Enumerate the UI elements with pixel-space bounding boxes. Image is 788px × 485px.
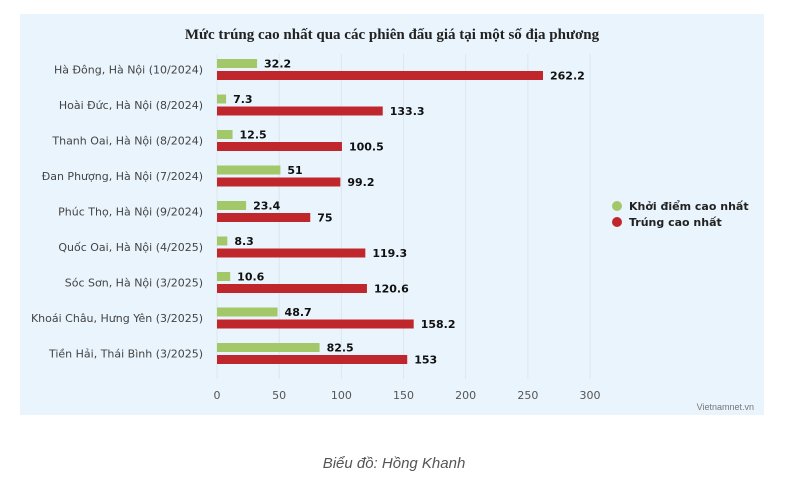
legend-swatch-khoi-diem bbox=[612, 201, 622, 211]
bar-chart: Mức trúng cao nhất qua các phiên đấu giá… bbox=[31, 27, 754, 412]
data-label: 51 bbox=[287, 164, 302, 177]
bar-khoi-diem[interactable] bbox=[217, 343, 320, 352]
bar-khoi-diem[interactable] bbox=[217, 307, 278, 317]
bar-trung[interactable] bbox=[217, 142, 342, 151]
category-label: Hà Đông, Hà Nội (10/2024) bbox=[54, 64, 203, 77]
bar-trung[interactable] bbox=[217, 284, 367, 293]
bar-trung[interactable] bbox=[217, 71, 544, 80]
bar-khoi-diem[interactable] bbox=[217, 130, 233, 139]
data-label: 32.2 bbox=[264, 58, 291, 71]
data-label: 75 bbox=[317, 212, 332, 225]
data-label: 158.2 bbox=[421, 318, 456, 331]
bar-trung[interactable] bbox=[217, 106, 383, 116]
data-label: 119.3 bbox=[372, 247, 407, 260]
data-label: 262.2 bbox=[550, 70, 585, 83]
legend-label-khoi-diem: Khởi điểm cao nhất bbox=[629, 200, 749, 213]
x-tick-label: 250 bbox=[517, 389, 538, 402]
bar-trung[interactable] bbox=[217, 355, 408, 364]
bar-trung[interactable] bbox=[217, 213, 311, 222]
data-labels: 32.2 262.2 7.3 133.3 12.5 100.5 51 99.2 23.4 75 8.… bbox=[233, 58, 585, 367]
credit-text: Vietnamnet.vn bbox=[697, 402, 754, 412]
x-tick-label: 100 bbox=[331, 389, 352, 402]
category-labels: Hà Đông, Hà Nội (10/2024) Hoài Đức, Hà Nộ… bbox=[31, 64, 203, 361]
data-label: 99.2 bbox=[347, 176, 374, 189]
bar-khoi-diem[interactable] bbox=[217, 236, 228, 246]
category-label: Quốc Oai, Hà Nội (4/2025) bbox=[58, 241, 203, 254]
legend-swatch-trung bbox=[612, 217, 622, 227]
data-label: 48.7 bbox=[285, 306, 312, 319]
bar-trung[interactable] bbox=[217, 248, 366, 258]
data-label: 133.3 bbox=[390, 105, 425, 118]
x-tick-label: 150 bbox=[393, 389, 414, 402]
bar-khoi-diem[interactable] bbox=[217, 59, 258, 68]
figure-caption: Biểu đồ: Hồng Khanh bbox=[322, 455, 466, 472]
data-label: 82.5 bbox=[327, 342, 354, 355]
x-tick-label: 200 bbox=[455, 389, 476, 402]
data-label: 23.4 bbox=[253, 200, 280, 213]
legend-item-trung[interactable]: Trúng cao nhất bbox=[612, 216, 722, 229]
bar-khoi-diem[interactable] bbox=[217, 165, 281, 175]
data-label: 8.3 bbox=[234, 235, 254, 248]
data-label: 100.5 bbox=[349, 141, 384, 154]
x-tick-label: 300 bbox=[580, 389, 601, 402]
bar-trung[interactable] bbox=[217, 319, 414, 329]
legend-item-khoi-diem[interactable]: Khởi điểm cao nhất bbox=[612, 200, 749, 213]
data-label: 153 bbox=[414, 354, 437, 367]
data-label: 7.3 bbox=[233, 93, 253, 106]
legend-label-trung: Trúng cao nhất bbox=[629, 216, 722, 229]
data-label: 10.6 bbox=[237, 271, 264, 284]
bars bbox=[217, 59, 544, 364]
bar-khoi-diem[interactable] bbox=[217, 94, 227, 104]
x-tick-label: 0 bbox=[214, 389, 221, 402]
category-label: Thanh Oai, Hà Nội (8/2024) bbox=[51, 135, 203, 148]
x-axis-ticks: 0 50 100 150 200 250 300 bbox=[214, 389, 601, 402]
legend: Khởi điểm cao nhất Trúng cao nhất bbox=[612, 200, 749, 229]
chart-title: Mức trúng cao nhất qua các phiên đấu giá… bbox=[185, 27, 600, 43]
x-tick-label: 50 bbox=[272, 389, 286, 402]
bar-khoi-diem[interactable] bbox=[217, 272, 231, 281]
category-label: Hoài Đức, Hà Nội (8/2024) bbox=[59, 99, 203, 112]
category-label: Tiền Hải, Thái Bình (3/2025) bbox=[48, 348, 203, 361]
bar-khoi-diem[interactable] bbox=[217, 201, 247, 210]
category-label: Phúc Thọ, Hà Nội (9/2024) bbox=[58, 206, 203, 219]
data-label: 120.6 bbox=[374, 283, 409, 296]
data-label: 12.5 bbox=[240, 129, 267, 142]
chart-panel: Mức trúng cao nhất qua các phiên đấu giá… bbox=[20, 14, 764, 415]
category-label: Đan Phượng, Hà Nội (7/2024) bbox=[42, 170, 203, 183]
category-label: Sóc Sơn, Hà Nội (3/2025) bbox=[65, 277, 203, 290]
bar-trung[interactable] bbox=[217, 177, 341, 187]
category-label: Khoái Châu, Hưng Yên (3/2025) bbox=[31, 312, 203, 325]
